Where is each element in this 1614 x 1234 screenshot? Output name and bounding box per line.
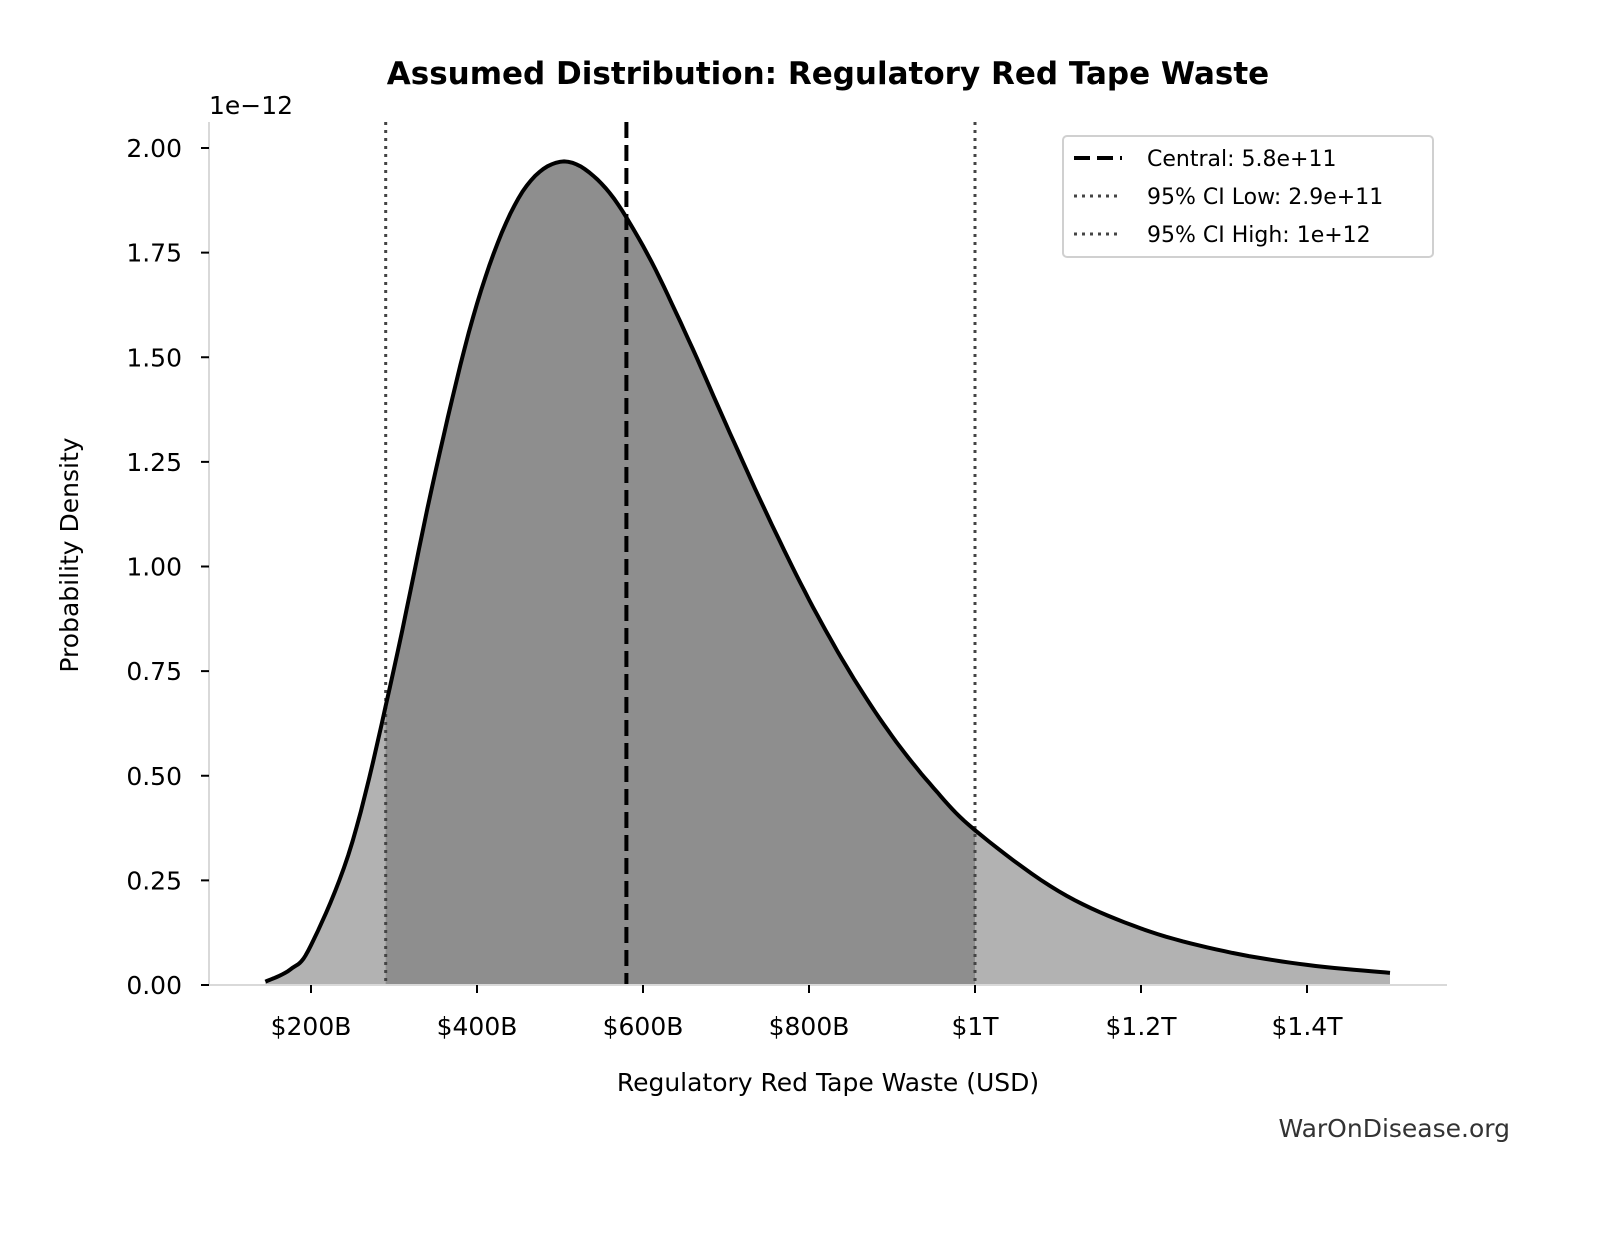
y-tick-label: 1.75 [126, 239, 182, 268]
legend: Central: 5.8e+11 95% CI Low: 2.9e+11 95% C… [1062, 135, 1434, 258]
legend-label: 95% CI Low: 2.9e+11 [1147, 185, 1383, 210]
x-tick-label: $400B [437, 1012, 518, 1041]
y-axis-label: Probability Density [55, 437, 84, 672]
y-tick-label: 2.00 [126, 134, 182, 163]
fill-95-ci [385, 161, 975, 986]
y-tick-label: 1.50 [126, 343, 182, 372]
x-axis-label: Regulatory Red Tape Waste (USD) [617, 1068, 1039, 1097]
chart-title: Assumed Distribution: Regulatory Red Tap… [387, 56, 1269, 92]
y-tick-label: 1.25 [126, 448, 182, 477]
reference-lines [384, 122, 977, 985]
y-tick-label: 1.00 [126, 553, 182, 582]
x-tick-label: $1.2T [1106, 1012, 1178, 1041]
y-tick-label: 0.00 [126, 971, 182, 1000]
watermark: WarOnDisease.org [1278, 1114, 1510, 1143]
legend-label: 95% CI High: 1e+12 [1147, 223, 1371, 248]
density-fills [265, 161, 1391, 986]
y-axis-ticks: 0.00 0.25 0.50 0.75 1.00 1.25 1.50 1.75 2.00 [126, 134, 209, 1000]
density-curve [264, 159, 1391, 984]
y-tick-label: 0.25 [126, 866, 182, 895]
x-tick-label: $200B [271, 1012, 352, 1041]
y-offset-label: 1e−12 [209, 91, 293, 120]
x-tick-label: $800B [769, 1012, 850, 1041]
x-tick-label: $1T [951, 1012, 999, 1041]
legend-label: Central: 5.8e+11 [1147, 147, 1336, 172]
x-tick-label: $1.4T [1272, 1012, 1344, 1041]
x-tick-label: $600B [603, 1012, 684, 1041]
y-tick-label: 0.75 [126, 657, 182, 686]
x-axis-ticks: $200B $400B $600B $800B $1T $1.2T $1.4T [271, 985, 1344, 1041]
y-tick-label: 0.50 [126, 762, 182, 791]
legend-box [1062, 135, 1434, 258]
